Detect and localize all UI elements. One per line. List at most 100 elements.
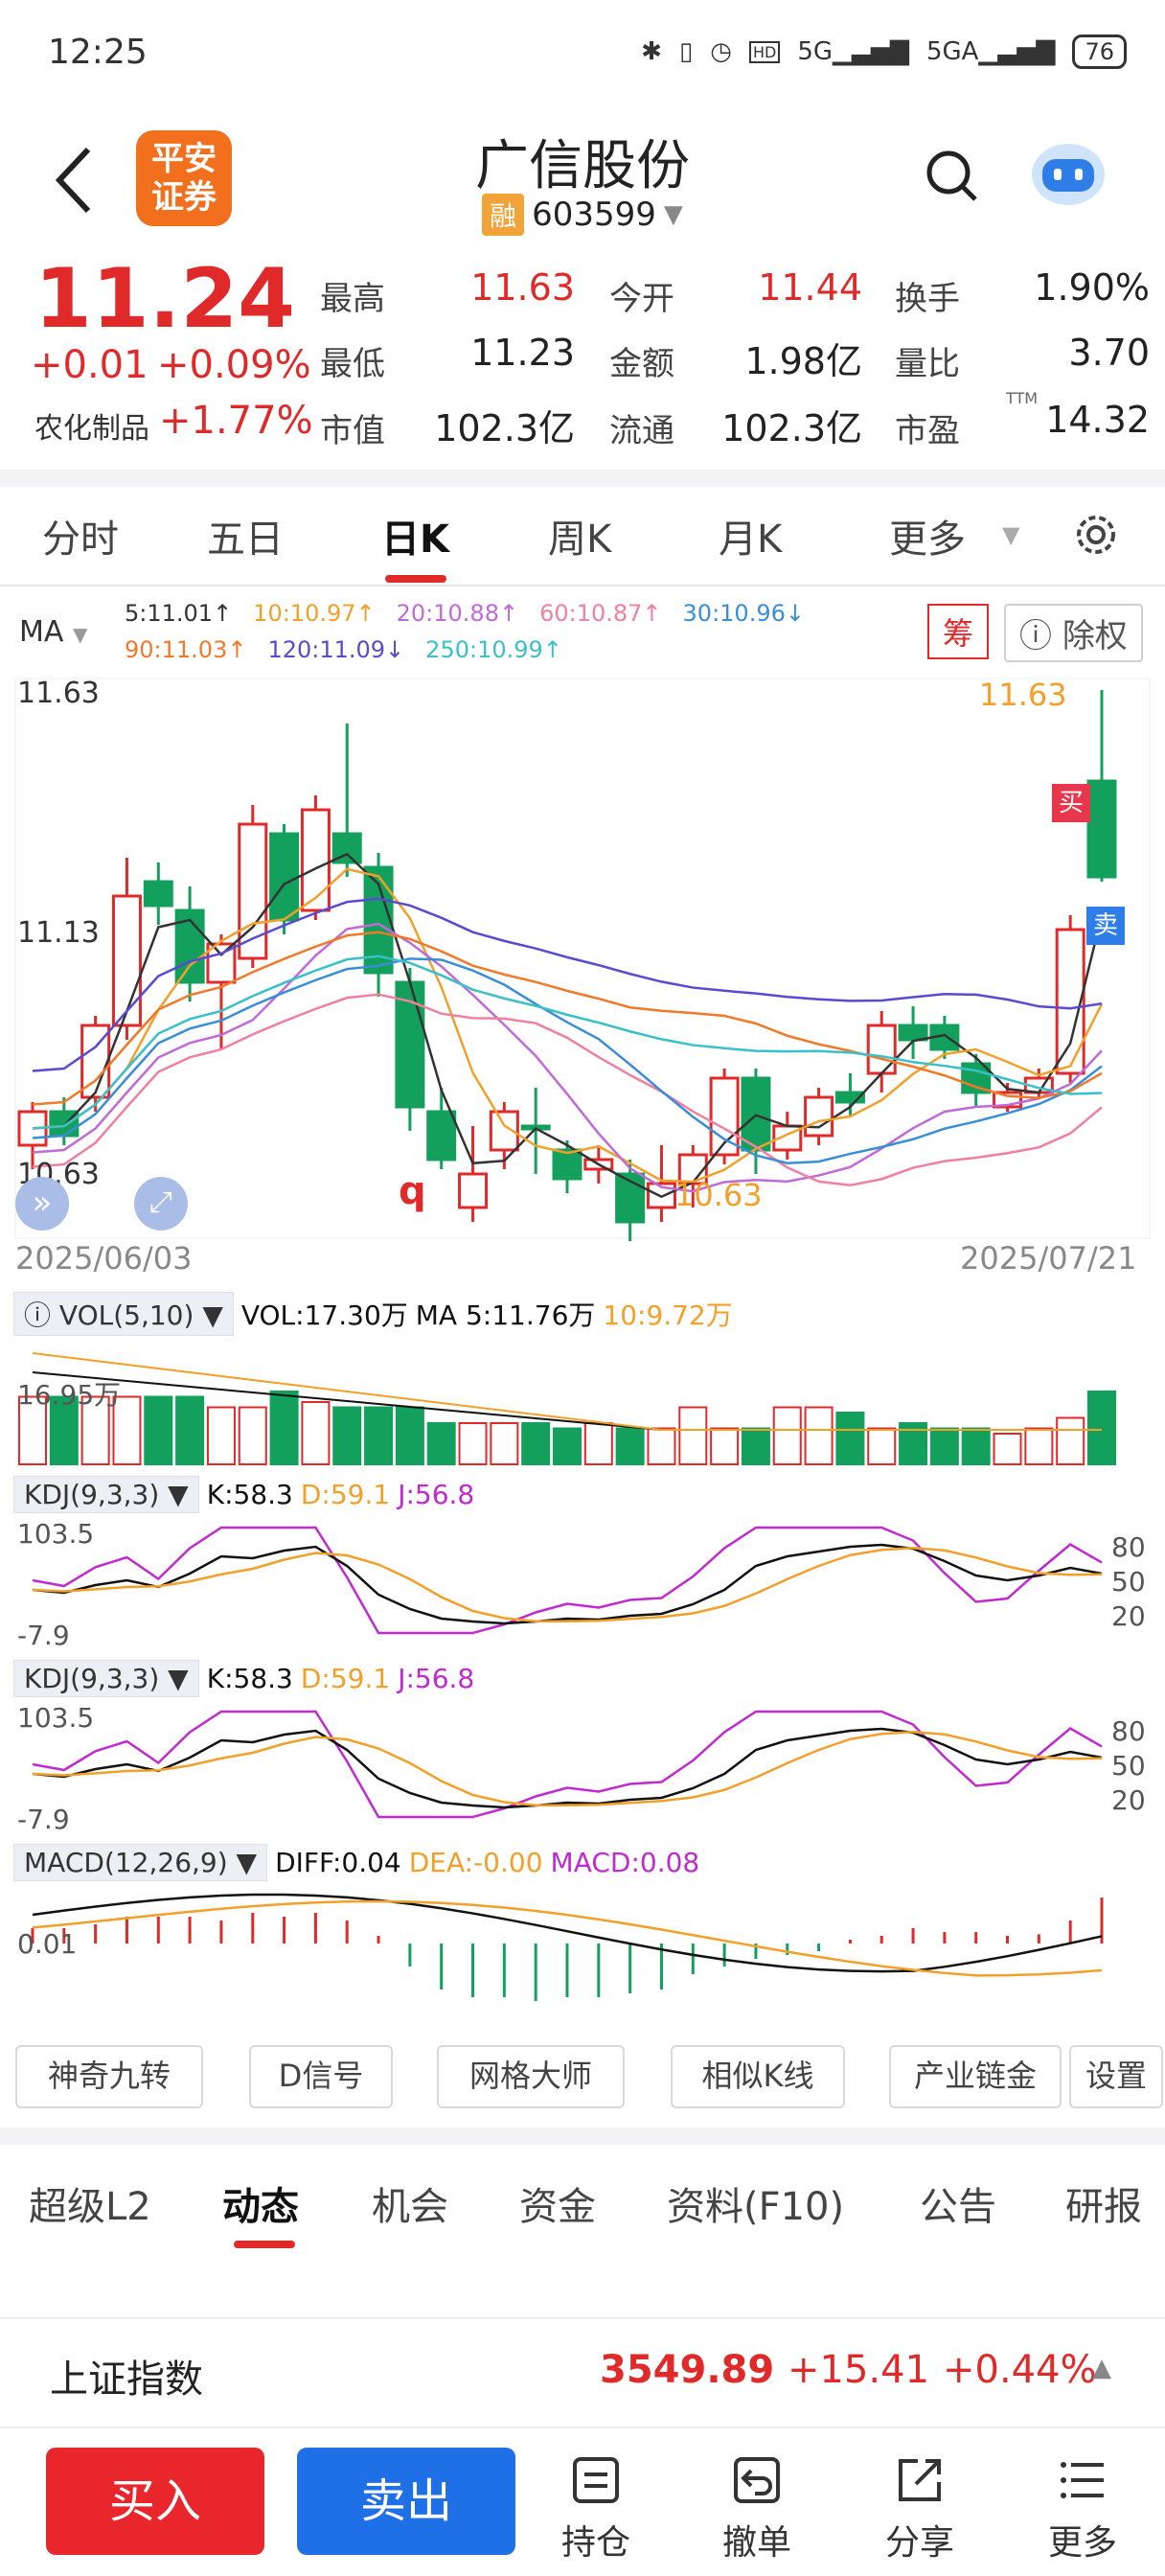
kdj-k: K:58.3	[206, 1663, 293, 1694]
max-price-label: 11.63	[979, 677, 1067, 713]
broker-logo: 平安 证券	[136, 130, 232, 226]
kdj-d-line	[32, 1546, 1103, 1622]
buy-signal-tag[interactable]: 买	[1052, 784, 1090, 822]
back-arrow-icon[interactable]	[46, 142, 103, 218]
kdj-indicator-selector[interactable]: KDJ(9,3,3) ▼	[13, 1476, 199, 1513]
holdings-label: 持仓	[560, 2523, 630, 2563]
tool-button-industry-chain[interactable]: 产业链金	[889, 2045, 1062, 2108]
candle-body	[143, 880, 173, 908]
holdings-button[interactable]: 持仓	[538, 2453, 653, 2564]
kdj-axis-top: 103.5	[17, 1702, 95, 1734]
ma-line-20	[32, 922, 1103, 1193]
logo-line1: 平安	[151, 140, 217, 178]
field-value: 102.3亿	[721, 407, 862, 449]
volume-bar	[364, 1406, 394, 1465]
kline-chart[interactable]	[0, 671, 1165, 1246]
fullscreen-icon[interactable]: ⤢	[134, 1177, 188, 1230]
candle-body	[804, 1095, 834, 1138]
search-icon[interactable]	[920, 144, 983, 207]
share-button[interactable]: 分享	[862, 2453, 977, 2564]
volume-bar	[80, 1395, 110, 1465]
ma-legend-row: 90:11.03↑ 120:11.09↓ 250:10.99↑	[125, 636, 562, 663]
cancel-order-button[interactable]: 撤单	[699, 2453, 814, 2564]
tab-opportunity[interactable]: 机会	[372, 2185, 448, 2229]
ma-legend-item: 120:11.09↓	[267, 636, 405, 663]
candle-body	[866, 1024, 897, 1075]
kdj-indicator-selector[interactable]: KDJ(9,3,3) ▼	[13, 1660, 199, 1697]
volume-bar	[993, 1433, 1022, 1465]
macd-axis-label: 0.01	[17, 1928, 78, 1960]
stock-code-row[interactable]: 融 603599 ▼	[0, 194, 1165, 236]
tab-f10[interactable]: 资料(F10)	[667, 2185, 845, 2229]
cancel-order-label: 撤单	[721, 2523, 791, 2563]
ma-selector[interactable]: MA ▼	[19, 615, 87, 649]
volume-bar	[1056, 1416, 1085, 1465]
tab-intraday[interactable]: 分时	[42, 518, 119, 562]
sell-signal-tag[interactable]: 卖	[1086, 907, 1125, 945]
sector-name[interactable]: 农化制品	[34, 412, 149, 446]
tab-more[interactable]: 更多	[889, 518, 966, 562]
tab-news[interactable]: 动态	[222, 2185, 299, 2229]
volume-bar	[426, 1422, 456, 1465]
adjust-button[interactable]: ⓘ 除权	[1004, 604, 1143, 662]
tool-button-settings[interactable]: 设置	[1069, 2045, 1163, 2108]
volume-bar	[929, 1427, 959, 1465]
field-value: 1.98亿	[744, 340, 862, 382]
candle-body	[458, 1172, 489, 1209]
candle-body	[111, 894, 142, 1027]
macd-indicator-selector[interactable]: MACD(12,26,9) ▼	[13, 1844, 268, 1881]
logo-line2: 证券	[151, 178, 217, 217]
tool-button-d-signal[interactable]: D信号	[249, 2045, 393, 2108]
kdj-j-line	[32, 1526, 1103, 1635]
sector-change-pct: +1.77%	[159, 399, 313, 443]
kdj-k: K:58.3	[206, 1479, 293, 1510]
tab-research[interactable]: 研报	[1065, 2185, 1142, 2229]
kdj-d: D:59.1	[300, 1479, 391, 1510]
more-button[interactable]: 更多	[1025, 2453, 1140, 2564]
index-value: 3549.89	[600, 2348, 775, 2392]
tab-weekly-k[interactable]: 周K	[548, 518, 612, 562]
kdj-j: J:56.8	[398, 1479, 475, 1510]
volume-bar	[772, 1406, 802, 1465]
tab-five-day[interactable]: 五日	[207, 518, 284, 562]
vol-legend: ⓘ VOL(5,10) ▼ VOL:17.30万 MA 5:11.76万 10:…	[13, 1292, 733, 1336]
volume-bar	[301, 1401, 331, 1465]
sell-button[interactable]: 卖出	[297, 2448, 515, 2555]
chevron-down-icon: ▼	[663, 200, 683, 229]
tab-super-l2[interactable]: 超级L2	[29, 2185, 151, 2229]
expand-left-icon[interactable]: »	[15, 1177, 69, 1230]
signal-5ga-icon: 5GA▁▃▅▇	[925, 37, 1056, 66]
last-price: 11.24	[34, 251, 296, 347]
min-price-label: 10.63	[674, 1177, 763, 1213]
tool-button-similar-k[interactable]: 相似K线	[671, 2045, 845, 2108]
candle-body	[1086, 779, 1117, 879]
buy-button[interactable]: 买入	[46, 2448, 264, 2555]
robot-assistant-icon[interactable]	[1025, 136, 1111, 213]
tab-funds[interactable]: 资金	[519, 2185, 596, 2229]
tab-monthly-k[interactable]: 月K	[719, 518, 783, 562]
alarm-icon: ◷	[710, 37, 732, 66]
ma-legend-item: 30:10.96↓	[682, 600, 805, 627]
ma-legend-item: 90:11.03↑	[125, 636, 247, 663]
adjust-label: 除权	[1062, 617, 1128, 656]
chip-distribution-button[interactable]: 筹	[927, 604, 990, 659]
volume-bar	[458, 1422, 488, 1465]
index-ticker[interactable]: 上证指数 3549.89 +15.41 +0.44% ▲	[0, 2317, 1165, 2425]
candle-body	[898, 1024, 928, 1042]
vol-indicator-selector[interactable]: ⓘ VOL(5,10) ▼	[13, 1292, 234, 1336]
candle-body	[300, 808, 331, 912]
index-change-pct: +0.44%	[943, 2348, 1097, 2392]
ma-line-10	[32, 867, 1104, 1184]
tool-button-nine-turns[interactable]: 神奇九转	[15, 2045, 203, 2108]
macd-legend: MACD(12,26,9) ▼ DIFF:0.04 DEA:-0.00 MACD…	[13, 1844, 699, 1881]
tab-daily-k[interactable]: 日K	[381, 518, 449, 562]
chevron-up-icon: ▲	[1092, 2354, 1111, 2382]
tab-announcements[interactable]: 公告	[920, 2185, 996, 2229]
tool-button-grid-master[interactable]: 网格大师	[437, 2045, 625, 2108]
volume-bar	[18, 1395, 47, 1465]
gear-icon[interactable]	[1069, 508, 1123, 562]
margin-badge: 融	[482, 194, 525, 236]
ma-line-250	[32, 954, 1103, 1130]
price-change: +0.01	[31, 343, 148, 387]
ma-label: MA	[19, 615, 64, 649]
